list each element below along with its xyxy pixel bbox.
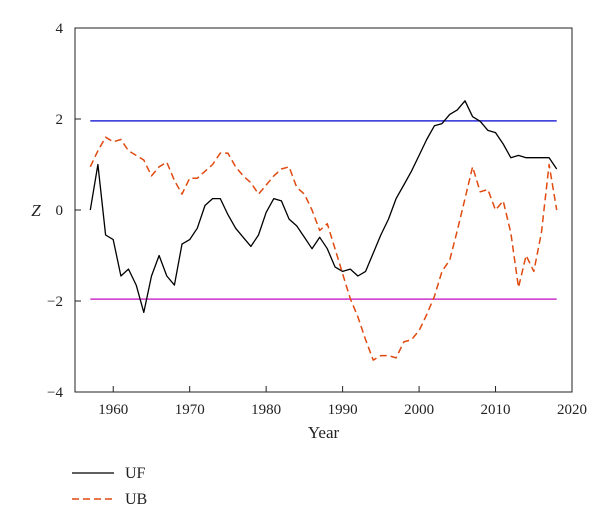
series-line-uf — [89, 100, 558, 314]
y-tick-label: 0 — [56, 203, 64, 219]
x-tick-label: 1960 — [98, 402, 128, 418]
series-line-ub — [89, 136, 558, 361]
x-tick-label: 2000 — [404, 402, 434, 418]
x-axis-label: Year — [308, 423, 340, 442]
series-lines — [89, 100, 558, 361]
reference-lines — [90, 120, 557, 300]
y-axis-label: Z — [31, 201, 41, 220]
y-tick-label: 4 — [56, 21, 64, 37]
x-tick-label: 1990 — [328, 402, 358, 418]
y-tick-label: −4 — [47, 385, 63, 401]
legend-label-ub: UB — [125, 491, 147, 508]
y-tick-label: −2 — [47, 294, 63, 310]
x-tick-label: 1970 — [175, 402, 205, 418]
x-tick-label: 1980 — [251, 402, 281, 418]
legend: UF UB — [72, 465, 147, 508]
plot-frame — [74, 27, 573, 393]
legend-label-uf: UF — [125, 465, 146, 482]
x-tick-label: 2010 — [481, 402, 511, 418]
x-axis-ticks: 1960 1970 1980 1990 2000 2010 2020 — [98, 386, 587, 418]
x-tick-label: 2020 — [557, 402, 587, 418]
y-tick-label: 2 — [56, 112, 64, 128]
y-axis-ticks: −4 −2 0 2 4 — [47, 21, 81, 401]
